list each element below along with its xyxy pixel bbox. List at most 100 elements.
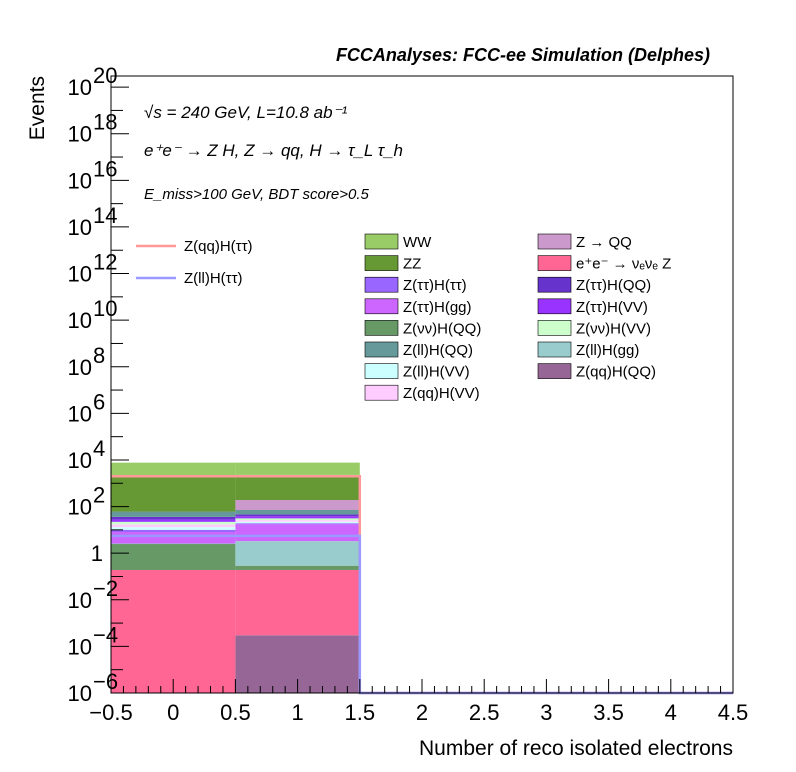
y-tick-label: 10 6 xyxy=(68,389,106,426)
y-tick-label: 10 10 xyxy=(68,296,118,333)
y-tick-label-base: 10 xyxy=(68,634,92,659)
legend-swatch xyxy=(364,255,399,271)
legend-label: Z(νν)H(QQ) xyxy=(403,320,481,337)
bar-10-bin-0 xyxy=(111,516,236,520)
legend-col2: Z → QQ e⁺e⁻ → νₑνₑ Z Z(ττ)H(QQ) Z(ττ)H(VV) Z… xyxy=(537,233,671,381)
bar-1-bin-0 xyxy=(111,569,236,693)
y-tick-label-exp: 10 xyxy=(93,296,117,321)
legend-swatch xyxy=(537,320,572,336)
bar-8-bin-1 xyxy=(235,518,360,521)
bar-13-bin-0 xyxy=(111,475,236,512)
x-tick-label: −0.5 xyxy=(89,700,132,725)
y-tick-label-base: 10 xyxy=(68,168,92,193)
y-tick-label-exp: 16 xyxy=(93,156,117,181)
annotation-process: e⁺e⁻ → Z H, Z → qq, H → τ_L τ_h xyxy=(144,141,403,160)
y-tick-label-base: 10 xyxy=(68,588,92,613)
y-tick-label-base: 10 xyxy=(68,448,92,473)
legend-swatch xyxy=(537,255,572,271)
x-tick-label: 4 xyxy=(665,700,677,725)
legend-label: Z(ττ)H(VV) xyxy=(576,299,648,316)
bar-6-bin-1 xyxy=(235,521,360,524)
y-tick-label-exp: −4 xyxy=(93,622,118,647)
bar-3-bin-0 xyxy=(111,543,236,545)
legend-swatch xyxy=(364,320,399,336)
y-tick-label-base: 1 xyxy=(91,541,103,566)
legend-label: WW xyxy=(403,234,432,251)
annotation-energy: √s = 240 GeV, L=10.8 ab⁻¹ xyxy=(144,103,348,122)
y-tick-label-exp: 2 xyxy=(93,483,105,508)
x-tick-label: 1 xyxy=(291,700,303,725)
y-tick-label: 10 8 xyxy=(68,343,106,380)
x-tick-label: 3.5 xyxy=(593,700,624,725)
bar-2-bin-1 xyxy=(235,565,360,570)
y-tick-label: 10 4 xyxy=(68,436,106,473)
legend-swatch xyxy=(364,276,399,293)
y-tick-label: 10 18 xyxy=(68,110,118,147)
y-tick-label: 1 xyxy=(91,541,103,566)
x-axis-title: Number of reco isolated electrons xyxy=(419,737,733,760)
y-tick-label-exp: 4 xyxy=(93,436,105,461)
legend-label: Z(ll)H(gg) xyxy=(576,342,639,359)
legend-label: Z → QQ xyxy=(576,234,632,251)
y-tick-label-base: 10 xyxy=(68,308,92,333)
bar-14-bin-1 xyxy=(235,462,360,475)
y-tick-label-base: 10 xyxy=(68,75,92,100)
y-tick-label-exp: 12 xyxy=(93,250,117,275)
bar-6-bin-0 xyxy=(111,527,236,530)
legend-label: e⁺e⁻ → νₑνₑ Z xyxy=(576,256,671,273)
legend-label: ZZ xyxy=(403,256,421,273)
legend-label: Z(νν)H(VV) xyxy=(576,320,651,337)
bar-2-bin-0 xyxy=(111,543,236,570)
legend-swatch xyxy=(537,363,572,379)
y-tick-label: 10 2 xyxy=(68,483,106,520)
bar-5-bin-1 xyxy=(235,523,360,525)
legend-swatch xyxy=(537,298,572,315)
legend-swatch xyxy=(364,384,399,401)
bar-10-bin-1 xyxy=(235,514,360,517)
legend-swatch xyxy=(537,341,572,358)
x-tick-label: 2.5 xyxy=(469,700,500,725)
y-tick-label: 10 −6 xyxy=(68,669,119,706)
legend-label: Z(ττ)H(ττ) xyxy=(403,277,467,294)
legend-line-label: Z(ll)H(ττ) xyxy=(184,270,243,287)
legend-label: Z(qq)H(VV) xyxy=(403,385,480,402)
y-axis-title: Events xyxy=(26,76,49,140)
x-tick-label: 3 xyxy=(540,700,552,725)
bar-4-bin-1 xyxy=(235,524,360,542)
bar-11-bin-1 xyxy=(235,509,360,515)
bar-11-bin-0 xyxy=(111,511,236,517)
bar-4-bin-0 xyxy=(111,532,236,544)
legend-swatch xyxy=(364,298,399,315)
legend-line-label: Z(qq)H(ττ) xyxy=(184,238,253,255)
bar-12-bin-1 xyxy=(235,500,360,510)
x-tick-label: 2 xyxy=(416,700,428,725)
y-tick-label-exp: 6 xyxy=(93,389,105,414)
y-tick-label-exp: 14 xyxy=(93,203,117,228)
y-tick-label-exp: 8 xyxy=(93,343,105,368)
legend-lines: Z(qq)H(ττ) Z(ll)H(ττ) xyxy=(136,238,253,287)
chart-title: FCCAnalyses: FCC-ee Simulation (Delphes) xyxy=(336,45,710,65)
bar-9-bin-0 xyxy=(111,519,236,522)
bar-7-bin-0 xyxy=(111,524,236,528)
y-tick-label: 10 20 xyxy=(68,63,118,100)
x-ticks: −0.5 0 0.5 1 1.5 2 2.5 3 3.5 4 4.5 xyxy=(89,679,748,725)
legend-col1: WW ZZ Z(ττ)H(ττ) Z(ττ)H(gg) Z(νν)H(QQ) Z(ll)H… xyxy=(364,233,481,402)
legend-swatch xyxy=(537,276,572,293)
x-tick-label: 0 xyxy=(167,700,179,725)
legend-label: Z(ττ)H(QQ) xyxy=(576,277,651,294)
y-tick-label-exp: 20 xyxy=(93,63,117,88)
legend-swatch xyxy=(364,363,399,379)
y-tick-label: 10 16 xyxy=(68,156,118,193)
y-tick-label: 10 12 xyxy=(68,250,118,287)
bar-13-bin-1 xyxy=(235,474,360,501)
bar-7-bin-1 xyxy=(235,520,360,522)
bar-3-bin-1 xyxy=(235,541,360,566)
annotation-cuts: E_miss>100 GeV, BDT score>0.5 xyxy=(144,186,369,203)
legend-swatch xyxy=(364,233,399,250)
legend-label: Z(ττ)H(gg) xyxy=(403,299,472,316)
bar-1-bin-1 xyxy=(235,569,360,636)
y-tick-label-base: 10 xyxy=(68,122,92,147)
